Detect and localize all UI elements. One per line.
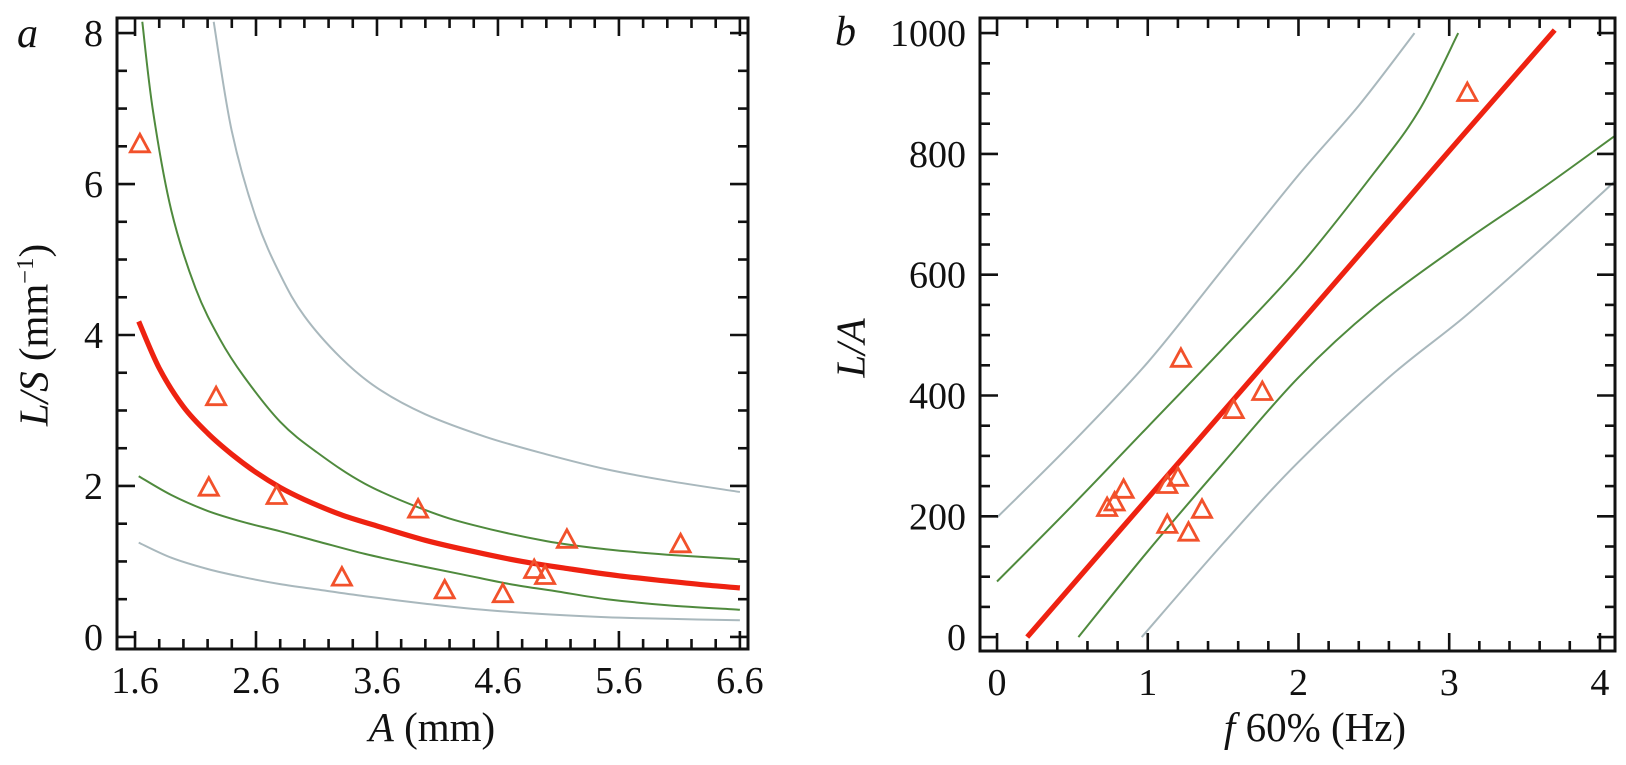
data-point-triangle: [1166, 464, 1190, 487]
x-tick-label: 1: [1138, 662, 1157, 704]
panel-b-x-axis-label: f 60% (Hz): [1223, 704, 1407, 750]
data-point-triangle: [1111, 476, 1136, 499]
panel-b-label: b: [835, 9, 856, 55]
y-tick-label: 8: [84, 13, 103, 55]
data-point-triangle: [432, 577, 457, 600]
y-tick-label: 6: [84, 164, 103, 206]
data-point-triangle: [533, 563, 557, 585]
panel-a-confidence-band-upper: [141, 21, 740, 561]
data-point-triangle: [264, 483, 289, 505]
y-tick-label: 2: [84, 466, 103, 508]
data-point-triangle: [1102, 489, 1127, 512]
data-point-triangle: [1190, 496, 1214, 519]
panel-a-curves: [136, 21, 741, 622]
panel-b-curves: [996, 28, 1615, 639]
y-tick-label: 4: [84, 315, 103, 357]
x-tick-label: 4: [1590, 662, 1609, 704]
data-point-triangle: [1155, 472, 1180, 494]
x-tick-label: 3.6: [353, 660, 401, 702]
panel-b-fit-line: [1025, 28, 1557, 639]
data-point-triangle: [668, 531, 693, 554]
x-tick-label: 6.6: [716, 660, 764, 702]
panel-a-x-axis-label: A (mm): [368, 704, 496, 750]
x-tick-label: 2: [1289, 662, 1308, 704]
data-point-triangle: [1095, 495, 1119, 517]
y-tick-label: 400: [909, 376, 966, 418]
data-point-triangle: [490, 581, 515, 604]
panel-a-tick-labels: 1.6 2.6 3.6 4.6 5.6 6.6 0 2 4 6 8: [84, 13, 764, 702]
y-tick-label: 0: [84, 617, 103, 659]
panel-a-ticks: [117, 18, 748, 649]
panel-b-prediction-band-lower: [1140, 180, 1615, 638]
panel-a: 1.6 2.6 3.6 4.6 5.6 6.6 0 2 4 6 8: [84, 13, 764, 702]
data-point-triangle: [522, 557, 547, 579]
x-tick-label: 1.6: [111, 660, 159, 702]
panel-a-confidence-band-lower: [138, 475, 740, 611]
data-point-triangle: [1169, 345, 1193, 368]
data-point-triangle: [330, 564, 354, 587]
data-point-triangle: [1250, 379, 1275, 401]
panel-b-ticks: [980, 18, 1615, 651]
panel-a-prediction-band-upper: [212, 21, 741, 493]
data-point-triangle: [128, 131, 152, 154]
panel-b-confidence-band-lower: [1077, 134, 1615, 638]
y-tick-label: 0: [947, 617, 966, 659]
panel-b: 0 1 2 3 4 0 200 400 600 800 1000: [890, 13, 1617, 704]
panel-b-prediction-band-upper: [996, 32, 1416, 519]
panel-a-prediction-band-lower: [138, 541, 740, 622]
x-tick-label: 3: [1440, 662, 1459, 704]
data-point-triangle: [1176, 519, 1201, 542]
panel-b-y-axis-label: L/A: [827, 318, 874, 378]
y-tick-label: 600: [909, 255, 966, 297]
panel-b-tick-labels: 0 1 2 3 4 0 200 400 600 800 1000: [890, 13, 1609, 704]
panel-b-frame: [978, 16, 1617, 653]
data-point-triangle: [196, 474, 221, 497]
data-point-triangle: [204, 384, 228, 407]
data-point-triangle: [555, 526, 579, 549]
x-tick-label: 2.6: [232, 660, 280, 702]
x-tick-label: 0: [988, 662, 1007, 704]
panel-a-fit-line: [136, 320, 741, 591]
data-point-triangle: [406, 496, 430, 519]
x-tick-label: 4.6: [474, 660, 522, 702]
panel-a-y-axis-label: L/S (mm−1): [10, 243, 57, 427]
y-tick-label: 200: [909, 496, 966, 538]
data-point-triangle: [1455, 80, 1480, 102]
y-tick-label: 1000: [890, 13, 966, 55]
data-point-triangle: [1155, 511, 1180, 534]
panel-b-confidence-band-upper: [996, 32, 1460, 583]
y-tick-label: 800: [909, 134, 966, 176]
data-point-triangle: [1221, 397, 1246, 419]
x-tick-label: 5.6: [595, 660, 643, 702]
panel-a-label: a: [17, 11, 38, 57]
panel-a-frame: [115, 16, 750, 651]
panel-a-data-points: [128, 131, 693, 604]
panel-b-data-points: [1095, 80, 1480, 542]
